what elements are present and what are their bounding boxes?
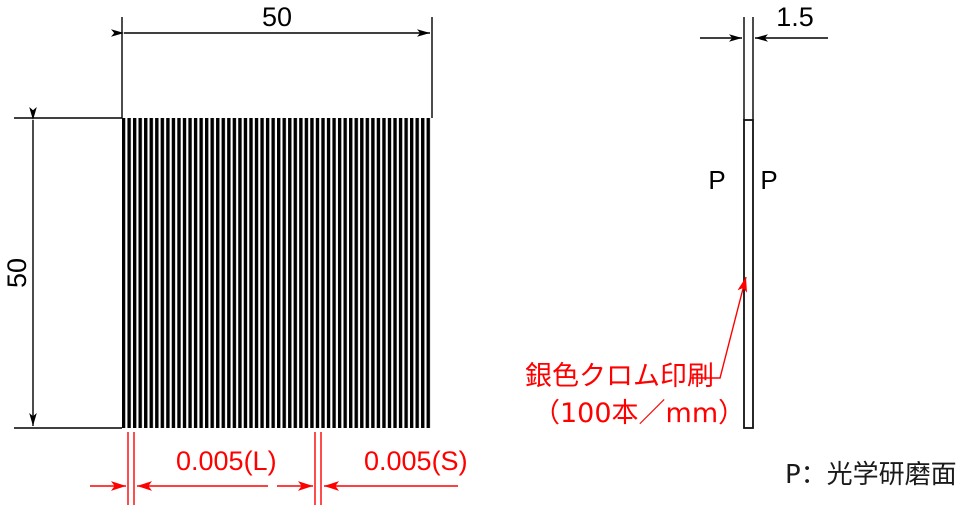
annotation-line-density: （100本／mm） <box>533 398 745 429</box>
dim-label-detail-L: 0.005(L) <box>176 446 277 476</box>
dim-label-detail-S: 0.005(S) <box>364 446 468 476</box>
grating-block <box>122 118 432 428</box>
surface-label-p-right: P <box>760 165 777 195</box>
surface-label-p-left: P <box>708 165 725 195</box>
dim-label-thickness: 1.5 <box>776 2 814 32</box>
dim-label-width: 50 <box>262 2 292 32</box>
legend-polished-surface: P：光学研磨面 <box>785 460 957 490</box>
annotation-chrome-print: 銀色クロム印刷 <box>525 361 714 392</box>
dim-label-height: 50 <box>2 258 32 288</box>
chrome-print-leader <box>690 276 748 379</box>
side-plate <box>743 119 754 429</box>
